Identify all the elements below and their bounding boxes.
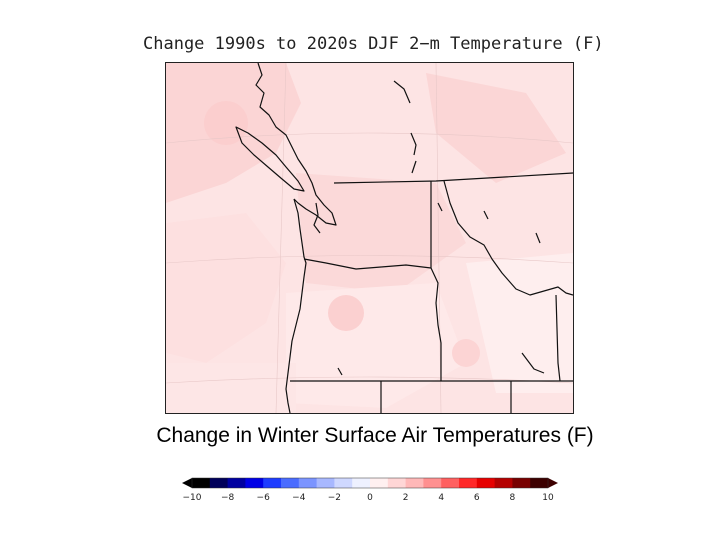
colorbar-cell [494,478,513,488]
colorbar-cell [405,478,424,488]
colorbar-tick-label: 10 [542,493,554,503]
colorbar-cell [352,478,371,488]
colorbar-cells [182,477,558,489]
colorbar-end-low [182,478,192,488]
colorbar-tick-label: 2 [403,493,409,503]
colorbar-cell [370,478,389,488]
colorbar-tick-label: −4 [292,493,306,503]
colorbar-tick-label: −2 [328,493,341,503]
colorbar-outline [191,477,549,489]
colorbar-end-high [548,478,558,488]
colorbar-tick-label: −10 [183,493,202,503]
temperature-shading [166,63,573,413]
colorbar-cell [281,478,300,488]
colorbar-ticks: −10 −8 −6 −4 −2 0 2 4 6 8 10 [183,493,554,503]
colorbar-cell [512,478,531,488]
colorbar-tick-label: −6 [257,493,271,503]
colorbar-cell [227,478,246,488]
temperature-change-map [165,62,574,414]
colorbar-cell [245,478,264,488]
colorbar-cell [387,478,407,488]
colorbar-cell [298,478,318,488]
colorbar-cell [530,478,549,488]
colorbar-cell [334,478,353,488]
graticule-lines [166,63,573,413]
colorbar-cell [423,478,442,488]
colorbar-cell [192,478,211,488]
colorbar-tick-label: 8 [510,493,516,503]
map-svg [166,63,573,413]
colorbar-tick-label: −8 [221,493,235,503]
colorbar-cell [316,478,335,488]
colorbar-cell [476,478,496,488]
boundary-lines [235,63,573,413]
colorbar-tick-label: 0 [367,493,373,503]
colorbar-cell [209,478,229,488]
colorbar-cell [263,478,282,488]
colorbar-cell [459,478,478,488]
map-caption: Change in Winter Surface Air Temperature… [156,424,594,447]
colorbar-tick-label: 4 [438,493,444,503]
colorbar-cell [441,478,460,488]
colorbar: −10 −8 −6 −4 −2 0 2 4 6 8 10 [182,477,558,503]
colorbar-tick-label: 6 [474,493,480,503]
map-title: Change 1990s to 2020s DJF 2−m Temperatur… [143,34,604,54]
